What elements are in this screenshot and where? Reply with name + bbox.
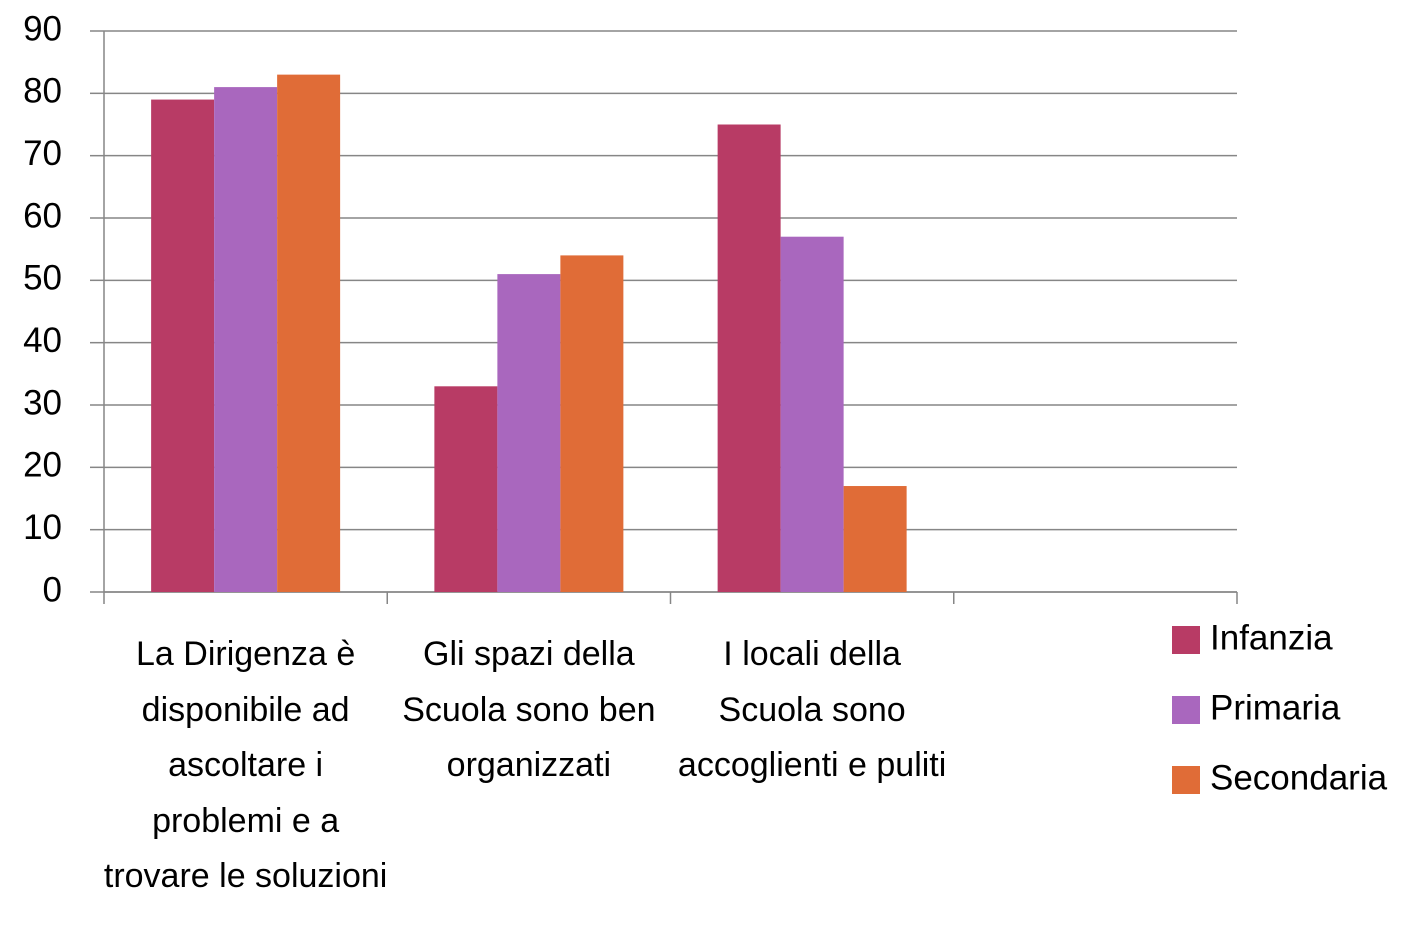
legend-label: Secondaria	[1210, 758, 1388, 797]
y-tick-label: 10	[23, 508, 62, 547]
bar	[151, 99, 215, 593]
bar	[277, 74, 341, 593]
y-tick-label: 0	[43, 570, 62, 609]
y-tick-label: 50	[23, 259, 62, 298]
bar	[497, 274, 561, 592]
bar	[214, 87, 278, 592]
legend-label: Primaria	[1210, 688, 1341, 727]
bar	[843, 486, 907, 592]
legend-swatch	[1172, 766, 1200, 794]
y-tick-label: 20	[23, 446, 62, 485]
y-tick-label: 30	[23, 383, 62, 422]
x-tick-label: I locali della Scuola sono accoglienti e…	[677, 635, 947, 784]
y-tick-label: 90	[23, 9, 62, 48]
bar	[780, 236, 844, 592]
x-tick-label: Gli spazi della Scuola sono ben organizz…	[402, 635, 656, 784]
bar	[560, 255, 624, 592]
y-tick-label: 60	[23, 196, 62, 235]
y-tick-label: 70	[23, 134, 62, 173]
y-tick-label: 40	[23, 321, 62, 360]
bar	[717, 124, 781, 592]
y-tick-label: 80	[23, 72, 62, 111]
legend-label: Infanzia	[1210, 618, 1333, 657]
legend-swatch	[1172, 626, 1200, 654]
bar	[434, 386, 498, 592]
x-tick-label: La Dirigenza è disponibile ad ascoltare …	[103, 635, 388, 895]
legend-swatch	[1172, 696, 1200, 724]
